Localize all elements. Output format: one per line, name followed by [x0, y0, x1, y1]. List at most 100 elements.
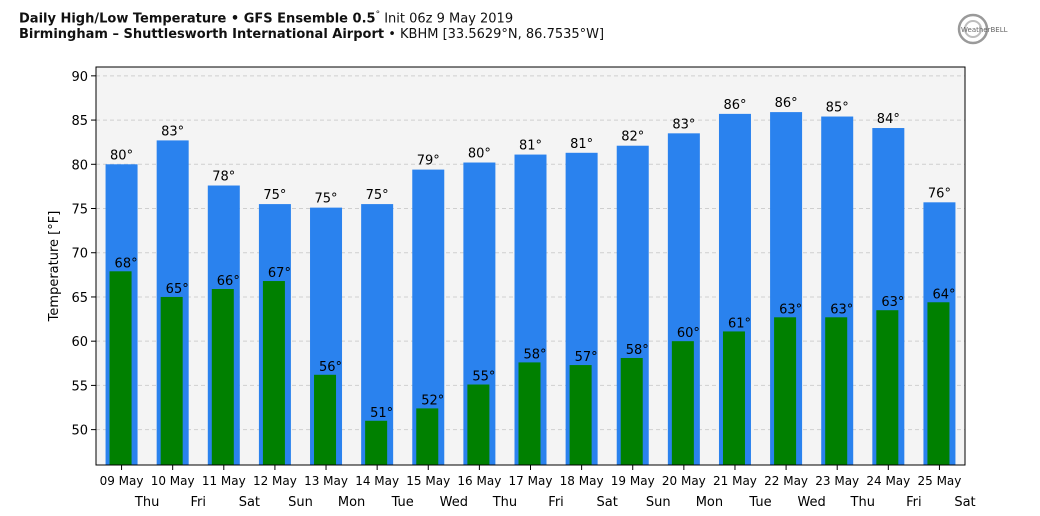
high-label: 79°: [417, 154, 440, 169]
high-label: 76°: [928, 186, 951, 201]
y-tick-label: 70: [71, 247, 88, 262]
weekday-label: Tue: [391, 495, 414, 510]
y-tick-label: 60: [71, 335, 88, 350]
weekday-label: Mon: [338, 495, 365, 510]
high-label: 75°: [366, 188, 389, 203]
low-label: 63°: [830, 302, 853, 317]
high-label: 80°: [468, 147, 491, 162]
low-bar: [518, 362, 541, 465]
high-label: 75°: [315, 192, 338, 207]
low-label: 66°: [217, 274, 240, 289]
low-bar: [927, 302, 950, 465]
low-label: 58°: [626, 343, 649, 358]
weekday-label: Sat: [954, 495, 975, 510]
low-label: 63°: [881, 295, 904, 310]
high-label: 78°: [212, 170, 235, 185]
weatherbell-logo-icon: WeatherBELL: [956, 12, 1018, 46]
x-tick-label: 21 May: [713, 474, 757, 488]
high-label: 83°: [672, 117, 695, 132]
x-tick-label: 10 May: [151, 474, 195, 488]
low-bar: [211, 288, 234, 465]
low-bar: [160, 296, 183, 465]
low-bar: [620, 357, 643, 465]
weekday-label: Wed: [440, 495, 468, 510]
y-tick-label: 85: [71, 114, 88, 129]
x-tick-label: 18 May: [560, 474, 604, 488]
x-tick-label: 22 May: [764, 474, 808, 488]
low-label: 67°: [268, 266, 291, 281]
y-tick-label: 80: [71, 158, 88, 173]
weekday-label: Fri: [548, 495, 564, 510]
low-bar: [467, 384, 490, 465]
weekday-label: Sat: [239, 495, 260, 510]
weekday-label: Tue: [748, 495, 771, 510]
chart-title: Daily High/Low Temperature • GFS Ensembl…: [19, 10, 514, 27]
x-tick-label: 25 May: [917, 474, 961, 488]
weekday-label: Fri: [906, 495, 922, 510]
low-label: 61°: [728, 316, 751, 331]
x-tick-label: 09 May: [100, 474, 144, 488]
y-tick-label: 90: [71, 70, 88, 85]
weekday-label: Fri: [190, 495, 206, 510]
x-tick-label: 19 May: [611, 474, 655, 488]
low-bar: [569, 365, 592, 465]
logo-text: WeatherBELL: [961, 26, 1008, 34]
x-tick-label: 14 May: [355, 474, 399, 488]
y-tick-label: 75: [71, 203, 88, 218]
high-label: 86°: [775, 96, 798, 111]
weekday-label: Mon: [696, 495, 723, 510]
low-label: 56°: [319, 360, 342, 375]
weekday-label: Thu: [134, 495, 159, 510]
chart-title-block: Daily High/Low Temperature • GFS Ensembl…: [19, 7, 604, 43]
low-label: 65°: [166, 282, 189, 297]
low-label: 51°: [370, 406, 393, 421]
x-tick-label: 13 May: [304, 474, 348, 488]
weekday-label: Wed: [797, 495, 825, 510]
high-label: 81°: [519, 139, 542, 154]
low-bar: [365, 420, 388, 465]
low-bar: [416, 408, 439, 465]
low-label: 52°: [421, 393, 444, 408]
weekday-label: Sun: [646, 495, 671, 510]
chart-location: Birmingham – Shuttlesworth International…: [19, 27, 605, 43]
low-bar: [825, 317, 848, 465]
high-label: 75°: [263, 188, 286, 203]
x-tick-label: 20 May: [662, 474, 706, 488]
low-bar: [774, 317, 797, 465]
high-label: 83°: [161, 124, 184, 139]
high-label: 81°: [570, 137, 593, 152]
weekday-label: Sun: [288, 495, 313, 510]
x-tick-label: 17 May: [509, 474, 553, 488]
y-axis-label: Temperature [°F]: [47, 211, 62, 323]
x-tick-label: 23 May: [815, 474, 859, 488]
y-tick-label: 65: [71, 291, 88, 306]
high-label: 85°: [826, 101, 849, 116]
low-label: 60°: [677, 326, 700, 341]
x-tick-label: 11 May: [202, 474, 246, 488]
weekday-label: Sat: [597, 495, 618, 510]
low-label: 68°: [115, 256, 138, 271]
x-tick-label: 15 May: [406, 474, 450, 488]
x-tick-label: 16 May: [457, 474, 501, 488]
high-label: 84°: [877, 112, 900, 127]
low-label: 58°: [524, 347, 547, 362]
low-label: 63°: [779, 302, 802, 317]
y-tick-label: 55: [71, 379, 88, 394]
weekday-label: Thu: [492, 495, 517, 510]
low-bar: [262, 281, 285, 465]
low-bar: [876, 310, 899, 465]
low-label: 64°: [932, 287, 955, 302]
low-label: 55°: [472, 370, 495, 385]
x-tick-label: 24 May: [866, 474, 910, 488]
high-label: 82°: [621, 130, 644, 145]
low-label: 57°: [575, 350, 598, 365]
weekday-label: Thu: [850, 495, 875, 510]
low-bar: [314, 374, 337, 465]
high-label: 80°: [110, 148, 133, 163]
x-tick-label: 12 May: [253, 474, 297, 488]
low-bar: [671, 341, 694, 465]
y-tick-label: 50: [71, 424, 88, 439]
high-label: 86°: [723, 98, 746, 113]
low-bar: [722, 331, 745, 465]
